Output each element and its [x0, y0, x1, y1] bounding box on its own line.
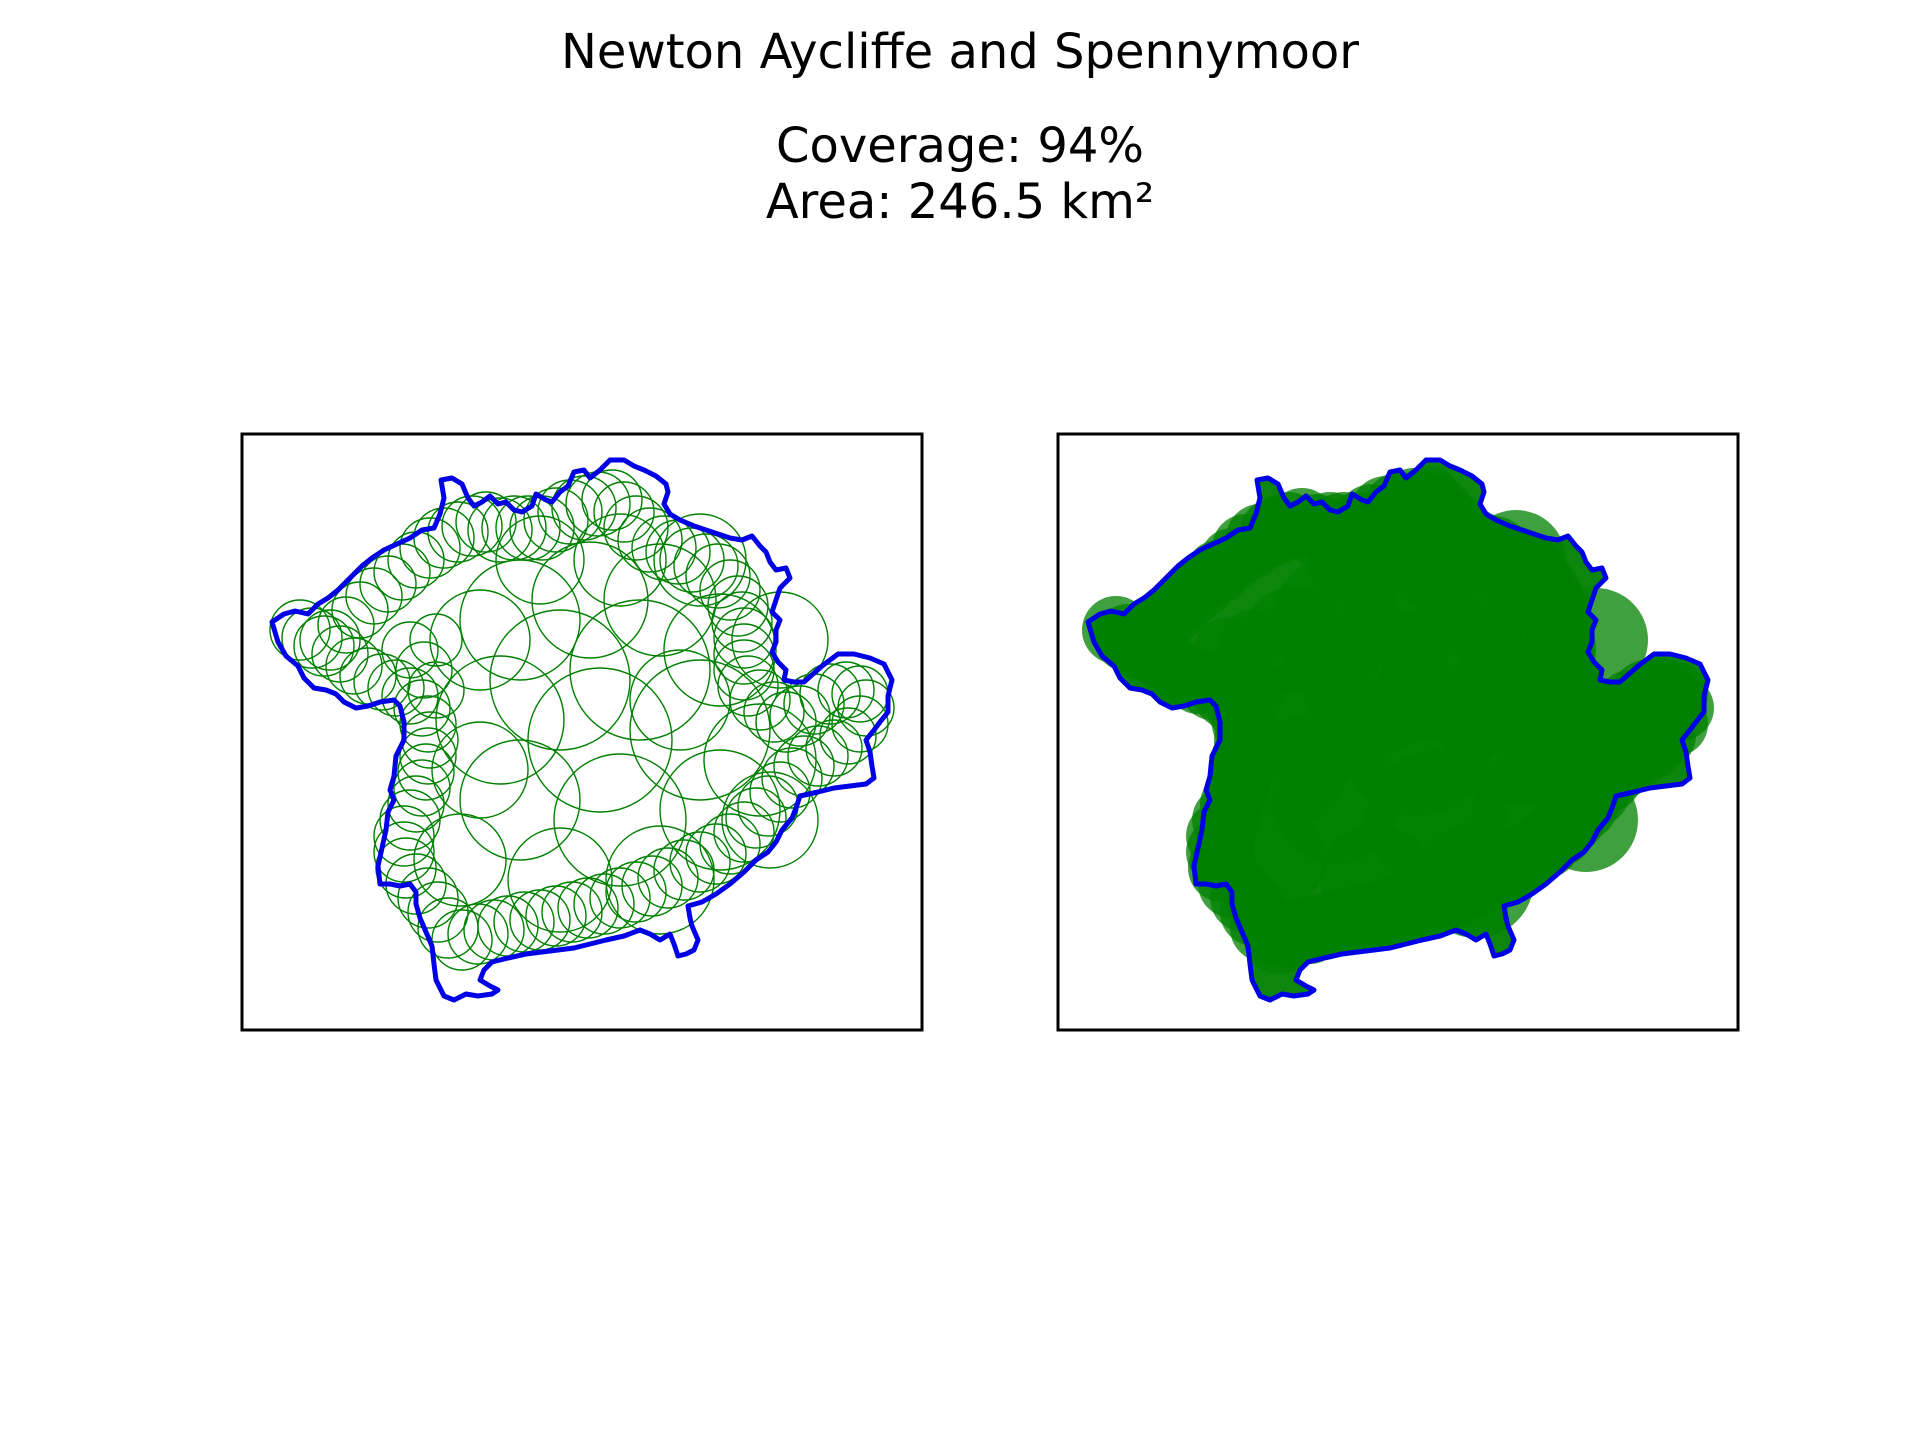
coverage-circle	[367, 659, 425, 717]
coverage-circle	[455, 491, 517, 553]
coverage-circle	[387, 775, 445, 833]
coverage-circle	[605, 825, 715, 935]
coverage-circle	[409, 613, 463, 667]
coverage-circle	[581, 469, 643, 531]
coverage-circle	[629, 649, 731, 751]
coverage-circle	[435, 655, 565, 785]
coverage-circle	[373, 821, 435, 883]
coverage-circle	[553, 753, 687, 887]
coverage-circle	[819, 707, 877, 765]
coverage-circle-filled	[1242, 586, 1350, 694]
coverage-circle-filled	[1466, 510, 1566, 610]
coverage-circle	[397, 867, 459, 929]
coverage-circle	[507, 827, 613, 933]
coverage-circle	[699, 559, 761, 621]
coverage-circle	[743, 681, 805, 743]
coverage-circle-filled	[1244, 718, 1348, 822]
coverage-circle	[831, 695, 889, 753]
coverage-circle	[447, 903, 509, 965]
coverage-circle	[573, 513, 667, 607]
coverage-circle	[769, 685, 831, 747]
coverage-circle	[293, 615, 355, 677]
coverage-circle	[725, 787, 787, 849]
coverage-circle	[407, 881, 469, 943]
coverage-circle	[721, 771, 819, 869]
coverage-circle	[589, 867, 651, 929]
coverage-circle	[417, 897, 479, 959]
coverage-circle	[799, 663, 861, 725]
coverage-circle	[703, 703, 817, 817]
coverage-circle-filled	[1534, 768, 1638, 872]
coverage-circle	[393, 759, 451, 817]
coverage-circle	[629, 659, 771, 801]
area-label: Area: 246.5 km²	[765, 174, 1155, 230]
coverage-circle	[459, 739, 581, 861]
coverage-circle	[495, 515, 585, 605]
coverage-circle	[523, 487, 589, 553]
coverage-circle	[269, 599, 331, 661]
coverage-circle	[467, 497, 533, 563]
coverage-circle	[631, 515, 697, 581]
coverage-circle	[717, 655, 779, 717]
region-boundary-left	[269, 457, 895, 1003]
coverage-circle	[399, 517, 461, 579]
coverage-circles-outline	[269, 469, 895, 971]
coverage-circle	[617, 507, 683, 573]
coverage-circle	[713, 801, 775, 863]
coverage-circle-filled	[1544, 588, 1648, 692]
coverage-circle	[427, 501, 489, 563]
coverage-circle	[399, 695, 457, 753]
coverage-circle	[325, 637, 383, 695]
figure-title: Newton Aycliffe and Spennymoor	[561, 24, 1359, 80]
coverage-circle	[413, 813, 507, 907]
coverage-circle	[373, 805, 435, 867]
coverage-circle	[603, 543, 717, 657]
coverage-circle	[605, 861, 667, 923]
coverage-filled-panel	[1056, 432, 1740, 1032]
coverage-circle-filled	[1226, 810, 1326, 910]
coverage-circle	[603, 495, 669, 561]
coverage-circle-filled	[1386, 510, 1486, 610]
coverage-circle-filled	[1320, 824, 1432, 936]
coverage-circle	[673, 533, 739, 599]
coverage-circle	[395, 641, 453, 699]
coverage-circle-filled	[1418, 822, 1534, 938]
coverage-circle	[593, 481, 655, 543]
coverage-circle	[551, 475, 617, 541]
coverage-circle	[761, 747, 823, 809]
coverage-circles-filled	[1082, 460, 1714, 1000]
coverage-circle	[569, 599, 711, 741]
coverage-circle	[805, 719, 863, 777]
coverage-circle	[787, 725, 849, 787]
coverage-outline-panel	[240, 432, 924, 1032]
coverage-circle	[489, 609, 631, 751]
coverage-circle	[299, 609, 361, 671]
coverage-circle-filled	[1442, 646, 1550, 754]
coverage-circle	[399, 727, 457, 785]
coverage-circle	[659, 749, 781, 871]
coverage-circle	[637, 847, 699, 909]
coverage-circle	[459, 559, 581, 681]
coverage-circle	[663, 593, 777, 707]
coverage-label: Coverage: 94%	[775, 118, 1145, 174]
coverage-circle	[379, 789, 441, 851]
coverage-circle	[653, 513, 747, 607]
coverage-circle	[685, 543, 751, 609]
coverage-circle	[397, 743, 455, 801]
coverage-circle	[381, 667, 439, 725]
coverage-circle-filled	[1308, 512, 1404, 608]
region-boundary-right	[1085, 457, 1711, 1003]
coverage-circle	[429, 589, 531, 691]
